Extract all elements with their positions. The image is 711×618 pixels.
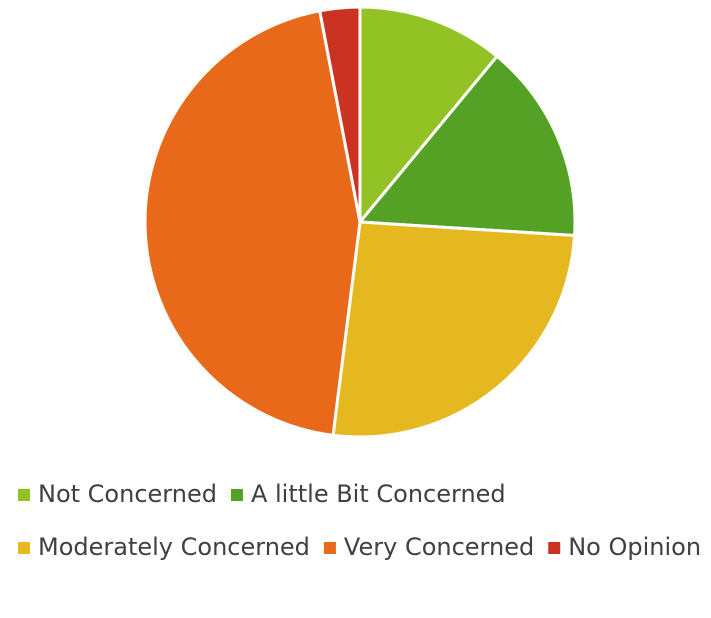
pie-slice <box>317 5 362 223</box>
legend-item: Not Concerned <box>18 480 217 508</box>
legend-label: Not Concerned <box>38 480 217 508</box>
legend-item: No Opinion <box>548 533 701 561</box>
pie <box>143 5 577 439</box>
legend-item: Very Concerned <box>323 533 534 561</box>
legend-swatch <box>230 489 243 501</box>
legend-label: No Opinion <box>568 533 701 561</box>
pie-slice <box>331 220 577 439</box>
legend: Not Concerned A little Bit Concerned Moder… <box>18 480 701 561</box>
legend-item: Moderately Concerned <box>18 533 310 561</box>
legend-swatch <box>18 489 30 501</box>
pie-slice <box>143 9 362 437</box>
pie-slice <box>356 54 577 238</box>
pie-slice <box>358 5 500 227</box>
legend-item: A little Bit Concerned <box>230 480 506 508</box>
legend-swatch <box>548 542 561 554</box>
legend-label: Moderately Concerned <box>38 533 310 561</box>
legend-label: Very Concerned <box>344 533 534 561</box>
legend-label: A little Bit Concerned <box>251 480 506 508</box>
legend-swatch <box>323 542 336 554</box>
legend-swatch <box>18 542 30 554</box>
